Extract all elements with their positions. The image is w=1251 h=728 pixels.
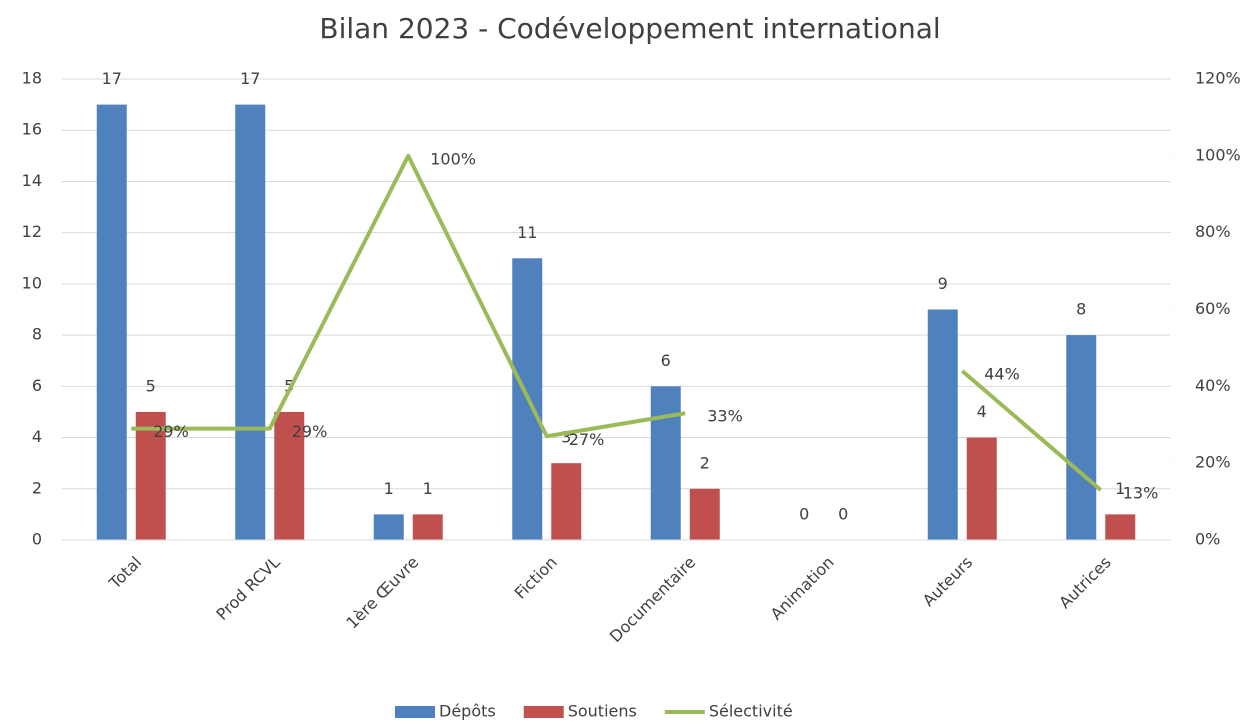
y2-tick-label: 0% [1195, 530, 1220, 549]
y2-tick-label: 20% [1195, 453, 1231, 472]
y-tick-label: 4 [32, 427, 42, 446]
data-label: 100% [430, 149, 476, 168]
data-label: 17 [240, 69, 260, 88]
x-tick-label: Animation [767, 553, 838, 624]
y-tick-label: 2 [32, 478, 42, 497]
chart-title: Bilan 2023 - Codéveloppement internation… [319, 12, 940, 45]
line [131, 153, 1103, 492]
bar [1066, 335, 1097, 540]
y2-tick-label: 40% [1195, 376, 1231, 395]
data-label: 1 [423, 479, 433, 498]
x-tick-label: Autrices [1055, 553, 1115, 613]
data-label: 1 [1115, 479, 1125, 498]
data-label: 4 [977, 402, 987, 421]
bar [689, 488, 720, 540]
data-label: 33% [707, 407, 743, 426]
bar [927, 309, 958, 540]
bar [412, 514, 443, 540]
x-tick-label: Documentaire [606, 553, 699, 646]
data-label: 44% [984, 364, 1020, 383]
data-label: 29% [153, 422, 189, 441]
bar [96, 104, 127, 540]
y2-tick-label: 100% [1195, 145, 1241, 164]
data-label: 17 [102, 69, 122, 88]
y-tick-label: 10 [22, 273, 42, 292]
bar [235, 104, 266, 540]
bar [551, 463, 582, 540]
data-label: 5 [146, 376, 156, 395]
data-label: 9 [938, 274, 948, 293]
y2-tick-label: 80% [1195, 222, 1231, 241]
bar [373, 514, 404, 540]
legend-swatch [523, 706, 564, 718]
y-tick-label: 14 [22, 171, 42, 190]
y-tick-label: 12 [22, 222, 42, 241]
data-label: 8 [1076, 300, 1086, 319]
bar [1105, 514, 1136, 540]
bar [274, 411, 305, 540]
data-label: 29% [292, 422, 328, 441]
bar [650, 386, 681, 540]
y-tick-label: 16 [22, 120, 42, 139]
x-tick-label: Prod RCVL [212, 553, 283, 624]
data-label: 6 [661, 351, 671, 370]
data-label: 11 [517, 223, 537, 242]
x-tick-label: Total [105, 553, 146, 594]
legend-label: Sélectivité [709, 702, 793, 721]
y2-tick-label: 120% [1195, 69, 1241, 88]
x-tick-label: Fiction [511, 553, 561, 603]
y2-tick-label: 60% [1195, 299, 1231, 318]
bar [135, 411, 166, 540]
legend-label: Soutiens [568, 702, 637, 721]
data-label: 27% [569, 430, 605, 449]
data-label: 2 [700, 453, 710, 472]
data-label: 3 [561, 428, 571, 447]
bar [966, 437, 997, 540]
legend-label: Dépôts [439, 702, 496, 721]
x-tick-label: Auteurs [919, 553, 976, 610]
y-tick-label: 6 [32, 376, 42, 395]
y-tick-label: 0 [32, 530, 42, 549]
data-label: 13% [1123, 484, 1159, 503]
y-tick-label: 18 [22, 69, 42, 88]
y-tick-label: 8 [32, 325, 42, 344]
legend-swatch [395, 706, 435, 718]
data-label: 0 [838, 505, 848, 524]
x-tick-label: 1ère Œuvre [342, 553, 422, 633]
data-label: 0 [799, 505, 809, 524]
data-label: 1 [384, 479, 394, 498]
